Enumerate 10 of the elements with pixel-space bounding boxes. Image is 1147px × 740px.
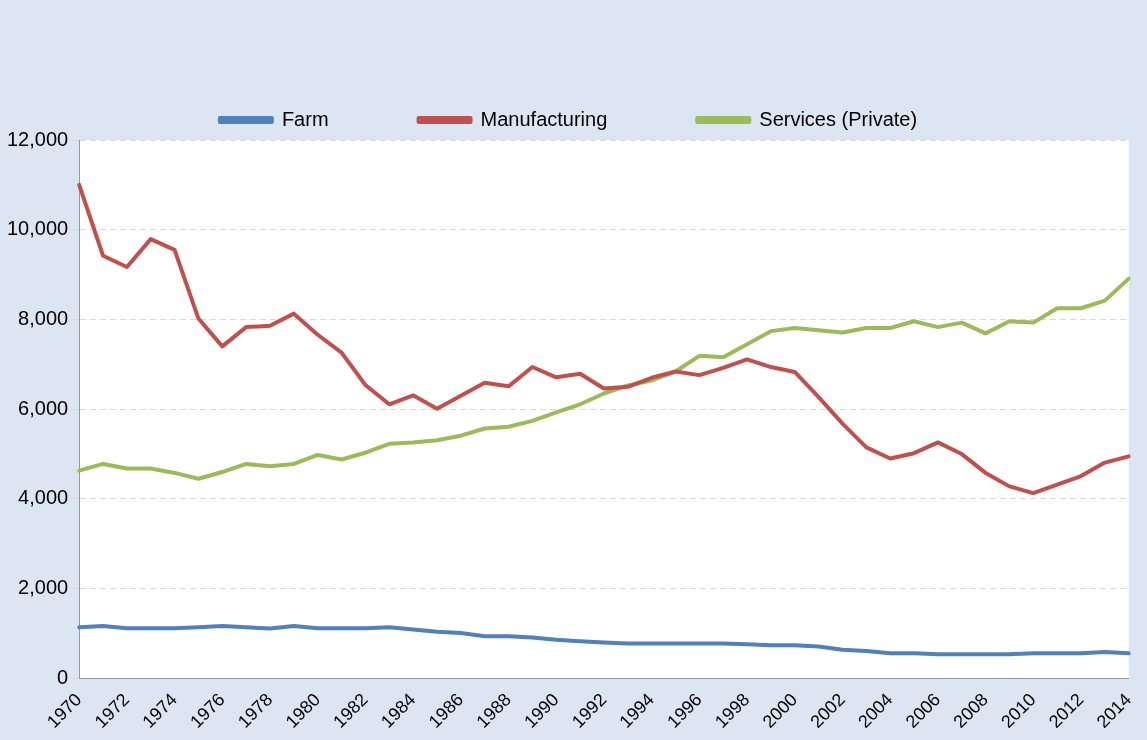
y-tick-label: 12,000 — [7, 127, 69, 150]
y-tick-label: 6,000 — [18, 396, 69, 419]
legend-label: Services (Private) — [759, 107, 918, 130]
y-tick-label: 8,000 — [18, 306, 69, 329]
legend-label: Manufacturing — [480, 107, 608, 130]
legend-label: Farm — [281, 107, 329, 130]
y-tick-label: 10,000 — [7, 217, 69, 240]
y-tick-label: 4,000 — [18, 486, 69, 509]
y-tick-label: 2,000 — [18, 576, 69, 599]
y-tick-label: 0 — [57, 665, 69, 688]
